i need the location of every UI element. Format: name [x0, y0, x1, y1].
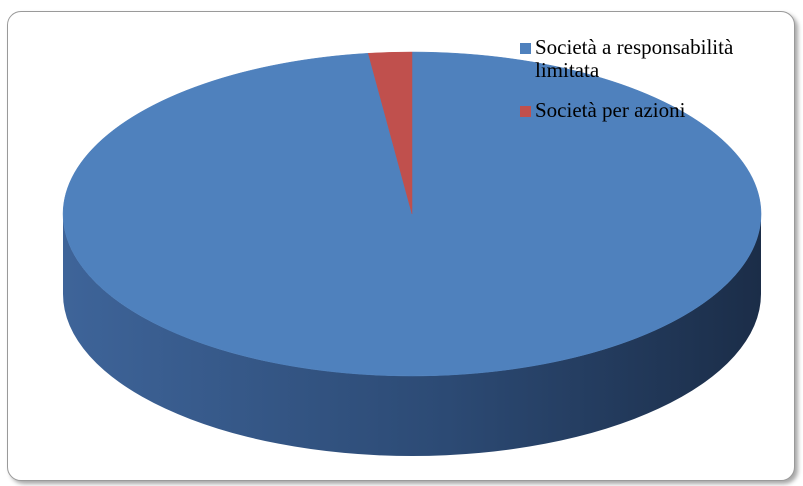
- legend-item-srl: Società a responsabilità limitata: [520, 36, 790, 82]
- legend-label-spa: Società per azioni: [535, 98, 686, 122]
- legend-swatch-srl: [520, 43, 531, 54]
- legend-item-spa: Società per azioni: [520, 99, 790, 122]
- pie-slice-1: [367, 51, 413, 215]
- legend-label-srl: Società a responsabilità limitata: [535, 35, 734, 82]
- legend-swatch-spa: [520, 106, 531, 117]
- pie-layer: [62, 51, 762, 456]
- legend: Società a responsabilità limitata Societ…: [520, 36, 790, 139]
- pie-side-0: [63, 214, 761, 456]
